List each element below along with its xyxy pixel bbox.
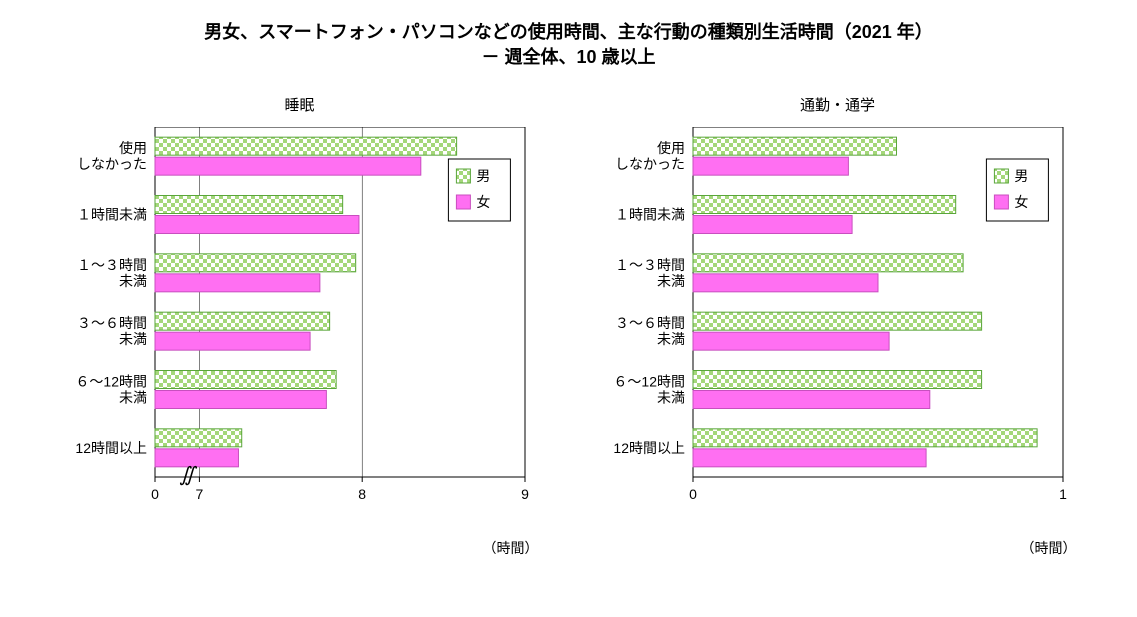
category-label: 使用 — [119, 141, 147, 157]
category-label: 未満 — [657, 390, 685, 406]
chart-title: 通勤・通学 — [800, 94, 875, 115]
category-label: 未満 — [119, 332, 147, 348]
category-label: １～３時間 — [615, 257, 685, 273]
category-label: 使用 — [657, 141, 685, 157]
page-title-line1: 男女、スマートフォン・パソコンなどの使用時間、主な行動の種類別生活時間（2021… — [20, 20, 1117, 45]
bar-male — [693, 371, 982, 389]
category-label: １～３時間 — [77, 257, 147, 273]
x-tick-label: 7 — [195, 486, 203, 502]
x-tick-label: 8 — [358, 486, 366, 502]
bar-female — [693, 216, 852, 234]
bar-female — [693, 274, 878, 292]
chart-sleep: 使用しなかった１時間未満１～３時間未満３～６時間未満６～12時間未満12時間以上… — [55, 127, 545, 527]
category-label: しなかった — [615, 157, 685, 173]
bar-female — [693, 449, 926, 467]
page-title-line2: － 週全体、10 歳以上 — [20, 45, 1117, 70]
bar-female — [155, 391, 326, 409]
axis-break-mark: ∬ — [179, 464, 197, 486]
x-tick-label: 0 — [689, 486, 697, 502]
legend-male-label: 男 — [1014, 168, 1028, 184]
bar-female — [155, 333, 310, 351]
category-label: 未満 — [657, 332, 685, 348]
category-label: ６～12時間 — [75, 374, 147, 390]
bar-female — [693, 391, 930, 409]
category-label: 12時間以上 — [613, 440, 685, 456]
legend-female-label: 女 — [1014, 194, 1028, 210]
x-tick-label: 0 — [151, 486, 159, 502]
category-label: しなかった — [77, 157, 147, 173]
category-label: 未満 — [657, 273, 685, 289]
bar-female — [155, 274, 320, 292]
chart-wrap-commute: 通勤・通学 使用しなかった１時間未満１～３時間未満３～６時間未満６～12時間未満… — [593, 94, 1083, 558]
x-axis-unit-label: （時間） — [1021, 538, 1077, 558]
x-tick-label: 9 — [521, 486, 529, 502]
category-label: 未満 — [119, 390, 147, 406]
category-label: 12時間以上 — [75, 440, 147, 456]
chart-commute: 使用しなかった１時間未満１～３時間未満３～６時間未満６～12時間未満12時間以上… — [593, 127, 1083, 527]
bar-male — [693, 196, 956, 214]
bar-male — [155, 196, 343, 214]
bar-male — [693, 254, 963, 272]
legend-male-label: 男 — [476, 168, 490, 184]
bar-male — [693, 429, 1037, 447]
category-label: ３～６時間 — [615, 316, 685, 332]
bar-female — [155, 449, 238, 467]
bar-female — [693, 158, 848, 176]
category-label: ３～６時間 — [77, 316, 147, 332]
bar-female — [155, 216, 359, 234]
category-label: ６～12時間 — [613, 374, 685, 390]
bar-female — [155, 158, 421, 176]
bar-male — [693, 313, 982, 331]
category-label: １時間未満 — [615, 207, 685, 223]
x-axis-unit-label: （時間） — [483, 538, 539, 558]
bar-male — [155, 429, 242, 447]
bar-male — [155, 254, 356, 272]
category-label: 未満 — [119, 273, 147, 289]
category-label: １時間未満 — [77, 207, 147, 223]
x-tick-label: 1 — [1059, 486, 1067, 502]
bar-male — [155, 313, 330, 331]
chart-title: 睡眠 — [284, 94, 314, 115]
bar-male — [693, 138, 897, 156]
charts-container: 睡眠 使用しなかった１時間未満１～３時間未満３～６時間未満６～12時間未満12時… — [20, 94, 1117, 558]
chart-wrap-sleep: 睡眠 使用しなかった１時間未満１～３時間未満３～６時間未満６～12時間未満12時… — [55, 94, 545, 558]
bar-male — [155, 371, 336, 389]
legend-female-label: 女 — [476, 194, 490, 210]
bar-female — [693, 333, 889, 351]
bar-male — [155, 138, 457, 156]
